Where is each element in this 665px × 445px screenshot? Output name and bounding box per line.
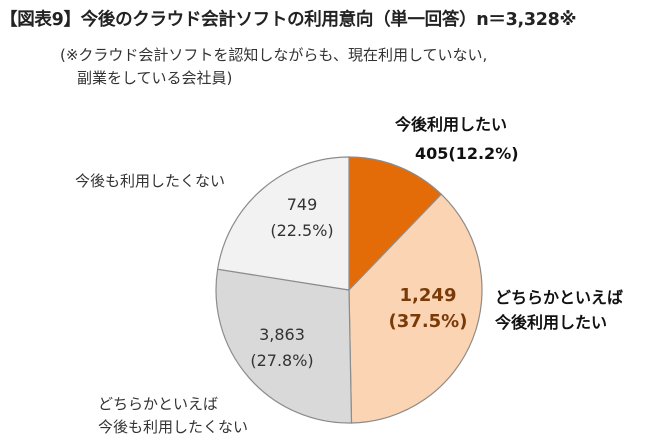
pie-slice-4: [216, 156, 350, 291]
pie-slice-3: [215, 268, 353, 424]
slice-2-label-line-2: 今後利用したい: [494, 313, 607, 332]
slice-3-pct: (27.8%): [250, 351, 313, 370]
slice-4-count: 749: [287, 195, 318, 214]
pie-slice-2: [348, 193, 483, 424]
slice-3-label-line-1: どちらかといえば: [98, 395, 218, 413]
pie-slice-1: [348, 156, 443, 292]
slice-2-count: 1,249: [400, 285, 457, 306]
slice-3-count: 3,863: [259, 325, 305, 344]
chart-subtitle: (※クラウド会計ソフトを認知しながらも、現在利用していない, 副業をしている会社…: [60, 44, 620, 90]
slice-1-value-label: 405(12.2%): [415, 144, 519, 163]
pie-slices: [215, 156, 483, 424]
slice-3-label-line-2: 今後も利用したくない: [98, 418, 248, 436]
slice-1-label: 今後利用したい: [394, 115, 507, 134]
slice-2-pct: (37.5%): [389, 311, 468, 332]
subtitle-line-2: 副業をしている会社員): [77, 69, 233, 87]
slice-4-label: 今後も利用したくない: [75, 172, 225, 190]
slice-4-pct: (22.5%): [270, 221, 333, 240]
subtitle-line-1: (※クラウド会計ソフトを認知しながらも、現在利用していない,: [60, 46, 488, 64]
chart-title: 【図表9】今後のクラウド会計ソフトの利用意向（単一回答）n＝3,328※: [0, 10, 577, 30]
slice-2-label-line-1: どちらかといえば: [495, 288, 623, 307]
